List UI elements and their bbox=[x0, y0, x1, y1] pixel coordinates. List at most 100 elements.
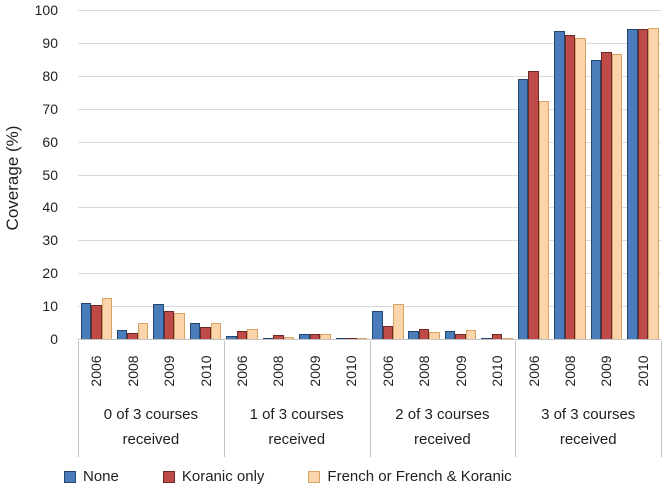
bar-koranic-only-2009 bbox=[163, 311, 175, 339]
bar-french-or-french-koranic-2008 bbox=[429, 332, 440, 339]
category-label: 1 of 3 courses received bbox=[249, 406, 344, 448]
bar-french-or-french-koranic-2009 bbox=[465, 329, 477, 339]
category-label: 0 of 3 courses received bbox=[103, 406, 198, 448]
gridline bbox=[78, 174, 661, 176]
y-tick-label: 100 bbox=[34, 2, 58, 18]
year-tick-label: 2006 bbox=[379, 355, 396, 387]
gridline bbox=[78, 207, 661, 209]
y-tick-label: 90 bbox=[42, 34, 58, 51]
legend-label-none: None bbox=[83, 468, 119, 485]
bar-french-or-french-koranic-2006 bbox=[101, 297, 112, 339]
year-tick-label: 2006 bbox=[88, 355, 105, 387]
category-separator bbox=[515, 341, 517, 457]
legend-item-french: French or French & Koranic bbox=[308, 468, 512, 485]
gridline bbox=[78, 42, 661, 44]
legend-swatch-french bbox=[308, 470, 321, 483]
bar-koranic-only-2006 bbox=[236, 331, 248, 339]
bar-koranic-only-2009 bbox=[601, 51, 612, 339]
bar-none-2008 bbox=[262, 337, 274, 339]
bar-koranic-only-2008 bbox=[127, 332, 138, 339]
category-separator bbox=[369, 341, 371, 457]
bar-none-2009 bbox=[444, 331, 456, 339]
bar-koranic-only-2010 bbox=[200, 326, 211, 339]
bar-french-or-french-koranic-2008 bbox=[575, 38, 586, 339]
bar-none-2009 bbox=[590, 60, 602, 339]
bar-none-2009 bbox=[299, 334, 310, 339]
bar-koranic-only-2008 bbox=[273, 335, 284, 339]
bar-french-or-french-koranic-2010 bbox=[356, 337, 367, 339]
bar-koranic-only-2009 bbox=[455, 334, 466, 339]
bar-french-or-french-koranic-2008 bbox=[137, 323, 149, 339]
bar-french-or-french-koranic-2006 bbox=[393, 303, 404, 339]
year-tick-label: 2010 bbox=[197, 355, 214, 387]
bar-koranic-only-2010 bbox=[346, 338, 357, 339]
year-tick-label: 2009 bbox=[598, 355, 615, 387]
bar-french-or-french-koranic-2010 bbox=[648, 28, 659, 339]
legend-label-koranic-only: Koranic only bbox=[181, 468, 265, 485]
bar-none-2010 bbox=[335, 337, 346, 339]
y-tick-label: 20 bbox=[42, 265, 58, 282]
year-tick-label: 2008 bbox=[270, 355, 287, 387]
year-tick-label: 2008 bbox=[561, 355, 578, 387]
y-tick-label: 50 bbox=[42, 166, 58, 183]
legend: None Koranic only French or French & Kor… bbox=[64, 468, 512, 485]
year-tick-label: 2010 bbox=[634, 355, 651, 387]
bar-none-2010 bbox=[627, 28, 638, 339]
bar-french-or-french-koranic-2009 bbox=[174, 313, 185, 339]
gridline bbox=[78, 306, 661, 308]
year-tick-label: 2006 bbox=[234, 355, 250, 387]
bar-none-2008 bbox=[116, 330, 128, 339]
bar-koranic-only-2006 bbox=[528, 70, 539, 339]
bar-none-2006 bbox=[372, 311, 383, 339]
year-tick-label: 2010 bbox=[343, 355, 360, 387]
y-tick-label: 10 bbox=[42, 298, 58, 315]
gridline bbox=[78, 240, 661, 242]
category-separator bbox=[78, 341, 79, 457]
gridline bbox=[78, 75, 661, 77]
legend-swatch-none bbox=[64, 470, 76, 483]
y-tick-label: 30 bbox=[42, 232, 58, 249]
gridline bbox=[78, 141, 661, 143]
bar-none-2010 bbox=[481, 337, 492, 339]
bar-koranic-only-2006 bbox=[91, 304, 102, 339]
bar-french-or-french-koranic-2010 bbox=[502, 337, 513, 339]
bar-french-or-french-koranic-2006 bbox=[538, 100, 550, 339]
gridline bbox=[78, 10, 661, 11]
legend-swatch-koranic-only bbox=[162, 470, 175, 483]
y-tick-label: 40 bbox=[42, 199, 58, 216]
bar-french-or-french-koranic-2009 bbox=[320, 334, 331, 339]
year-tick-label: 2006 bbox=[525, 355, 542, 387]
bar-none-2010 bbox=[189, 323, 201, 339]
bar-koranic-only-2009 bbox=[309, 334, 321, 339]
bar-koranic-only-2010 bbox=[637, 29, 648, 339]
category-label: 2 of 3 courses received bbox=[395, 406, 490, 448]
gridline bbox=[78, 108, 661, 110]
year-tick-label: 2010 bbox=[489, 355, 505, 387]
year-tick-label: 2008 bbox=[124, 355, 141, 387]
year-tick-label: 2009 bbox=[161, 355, 178, 387]
legend-item-koranic-only: Koranic only bbox=[162, 468, 265, 485]
year-tick-label: 2009 bbox=[306, 355, 323, 387]
gridline bbox=[78, 273, 661, 275]
x-axis-line bbox=[78, 339, 661, 340]
bar-french-or-french-koranic-2010 bbox=[210, 322, 222, 339]
bar-french-or-french-koranic-2008 bbox=[283, 337, 295, 339]
bar-none-2009 bbox=[153, 303, 164, 339]
bar-koranic-only-2006 bbox=[382, 326, 393, 339]
y-tick-label: 70 bbox=[42, 100, 58, 117]
category-separator bbox=[661, 341, 662, 457]
y-tick-label: 80 bbox=[42, 67, 58, 84]
bar-koranic-only-2008 bbox=[564, 35, 576, 339]
legend-item-none: None bbox=[64, 468, 119, 485]
bar-none-2008 bbox=[408, 330, 419, 339]
y-tick-label: 0 bbox=[50, 331, 58, 347]
legend-label-french: French or French & Koranic bbox=[327, 468, 512, 485]
y-tick-label: 60 bbox=[42, 133, 58, 150]
year-tick-label: 2009 bbox=[452, 355, 469, 387]
bar-koranic-only-2010 bbox=[491, 334, 503, 339]
bar-none-2006 bbox=[226, 336, 237, 339]
bar-french-or-french-koranic-2009 bbox=[611, 54, 623, 339]
category-label: 3 of 3 courses received bbox=[541, 406, 636, 448]
bar-none-2008 bbox=[554, 30, 565, 339]
